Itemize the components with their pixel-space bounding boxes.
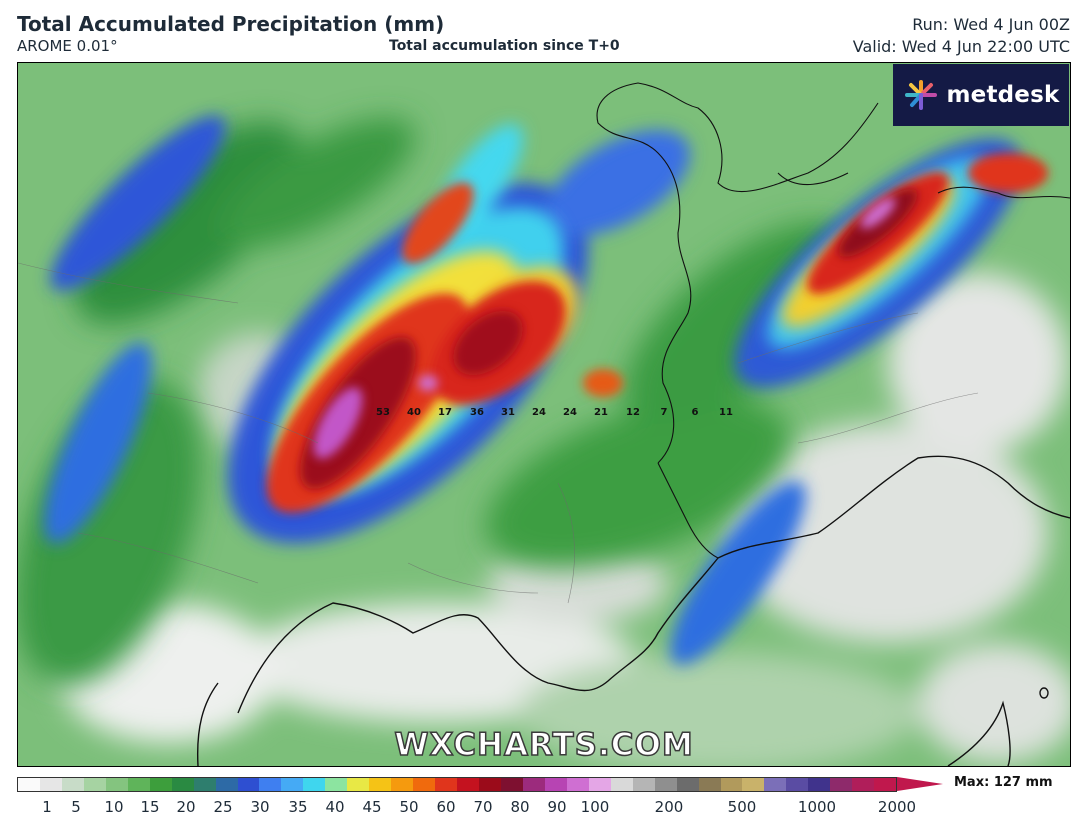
color-scale-swatch xyxy=(325,778,348,791)
country-borders xyxy=(596,82,1070,559)
color-scale-swatch xyxy=(347,778,370,791)
metdesk-starburst-icon xyxy=(905,80,938,110)
model-label: AROME 0.01° xyxy=(17,37,118,55)
color-scale-swatch xyxy=(127,778,150,791)
color-scale-swatch xyxy=(522,778,545,791)
color-scale-swatch xyxy=(435,778,458,791)
color-scale-swatch xyxy=(413,778,436,791)
color-scale-swatch xyxy=(654,778,677,791)
color-scale-swatch xyxy=(830,778,853,791)
color-scale-tick-label: 10 xyxy=(104,798,124,816)
color-scale-swatch xyxy=(676,778,699,791)
color-scale-swatch xyxy=(61,778,84,791)
point-value: 21 xyxy=(594,407,608,418)
color-scale-tick-label: 100 xyxy=(580,798,610,816)
color-scale-swatch xyxy=(632,778,655,791)
point-values: 53 40 17 36 31 24 24 21 12 7 6 11 xyxy=(376,407,733,418)
precipitation-map: 53 40 17 36 31 24 24 21 12 7 6 11 xyxy=(17,62,1071,767)
color-scale-tick-label: 70 xyxy=(473,798,493,816)
color-scale-swatch xyxy=(698,778,721,791)
point-value: 53 xyxy=(376,407,390,418)
color-scale-swatch xyxy=(610,778,633,791)
color-scale-tick-label: 15 xyxy=(140,798,160,816)
color-scale-swatch xyxy=(588,778,611,791)
chart-subtitle: Total accumulation since T+0 xyxy=(389,38,620,54)
brand-name: metdesk xyxy=(946,82,1060,108)
region-borders xyxy=(18,262,979,604)
color-scale-swatch xyxy=(369,778,392,791)
color-scale-swatch xyxy=(105,778,128,791)
color-scale-tick-label: 1 xyxy=(42,798,52,816)
color-scale-tick-label: 25 xyxy=(213,798,233,816)
point-value: 24 xyxy=(563,407,577,418)
point-value: 6 xyxy=(692,407,699,418)
point-value: 31 xyxy=(501,407,515,418)
color-scale-swatch xyxy=(303,778,326,791)
point-value: 17 xyxy=(438,407,452,418)
wxcharts-watermark: WXCHARTS.COM xyxy=(394,726,694,764)
color-scale-tick-label: 40 xyxy=(325,798,345,816)
color-scale-swatch xyxy=(149,778,172,791)
color-scale-tick-label: 30 xyxy=(250,798,270,816)
color-scale-tick-label: 20 xyxy=(176,798,196,816)
moderate-rain-areas xyxy=(18,118,852,686)
color-scale-swatch xyxy=(83,778,106,791)
color-scale-tick-label: 60 xyxy=(436,798,456,816)
color-scale-tick-label: 1000 xyxy=(797,798,837,816)
color-scale-swatch xyxy=(500,778,523,791)
color-scale-tick-label: 500 xyxy=(727,798,757,816)
point-value: 11 xyxy=(719,407,733,418)
magenta-maxima xyxy=(313,197,896,459)
color-scale-swatch xyxy=(479,778,501,791)
color-scale-swatch xyxy=(874,778,897,791)
color-scale-tick-label: 90 xyxy=(547,798,567,816)
color-scale-tick-label: 200 xyxy=(654,798,684,816)
metdesk-logo: metdesk xyxy=(893,64,1069,126)
point-value: 7 xyxy=(661,407,668,418)
color-scale-tick-label: 80 xyxy=(510,798,530,816)
color-scale-bar xyxy=(17,777,897,792)
color-scale-swatch xyxy=(457,778,480,791)
color-scale-swatch xyxy=(742,778,765,791)
color-scale-swatch xyxy=(171,778,194,791)
color-scale-swatch xyxy=(808,778,831,791)
color-scale-swatch xyxy=(281,778,304,791)
color-scale-arrow xyxy=(897,777,943,791)
color-scale-swatch xyxy=(215,778,238,791)
color-scale-swatch xyxy=(193,778,216,791)
chart-title: Total Accumulated Precipitation (mm) xyxy=(17,12,445,36)
point-value: 12 xyxy=(626,407,640,418)
color-scale-tick-label: 50 xyxy=(399,798,419,816)
map-canvas: 53 40 17 36 31 24 24 21 12 7 6 11 xyxy=(18,63,1070,766)
point-value: 40 xyxy=(407,407,421,418)
color-scale-tick-label: 2000 xyxy=(877,798,917,816)
color-scale-swatch xyxy=(720,778,743,791)
color-scale-swatch xyxy=(566,778,589,791)
color-scale-swatch xyxy=(852,778,875,791)
color-scale-swatch xyxy=(544,778,567,791)
color-scale-swatch xyxy=(259,778,282,791)
color-scale-swatch xyxy=(39,778,62,791)
color-scale-swatch xyxy=(786,778,809,791)
color-scale-swatch xyxy=(237,778,260,791)
color-scale-swatch xyxy=(18,778,40,791)
max-value-label: Max: 127 mm xyxy=(954,775,1053,790)
point-value: 24 xyxy=(532,407,546,418)
coastlines xyxy=(196,455,1070,766)
color-scale-tick-label: 5 xyxy=(71,798,81,816)
point-value: 36 xyxy=(470,407,484,418)
color-scale-tick-label: 45 xyxy=(362,798,382,816)
valid-time: Valid: Wed 4 Jun 22:00 UTC xyxy=(852,37,1070,56)
color-scale-swatch xyxy=(391,778,414,791)
color-scale-swatch xyxy=(764,778,787,791)
run-time: Run: Wed 4 Jun 00Z xyxy=(912,15,1070,34)
color-scale-tick-label: 35 xyxy=(288,798,308,816)
